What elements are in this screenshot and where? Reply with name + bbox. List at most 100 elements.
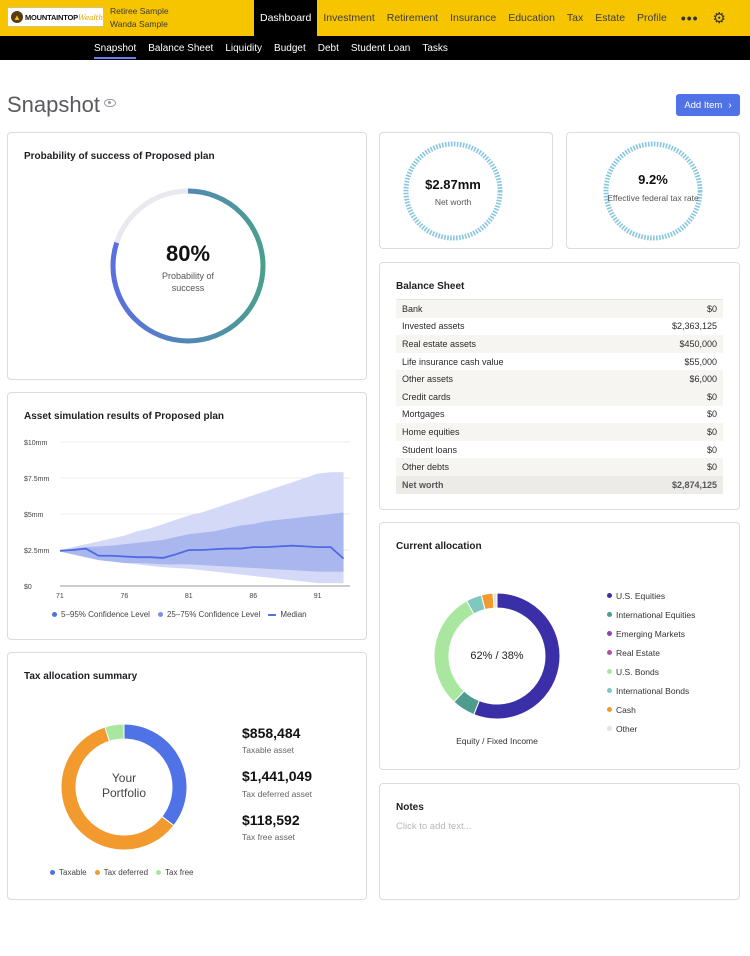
legend-line-icon [268, 613, 277, 616]
brand-logo[interactable]: ▲ MOUNTAINTOPWealth [7, 7, 104, 27]
table-row: Real estate assets $450,000 [396, 335, 723, 353]
legend-item[interactable]: Other [607, 719, 695, 738]
tax-rate-value: 9.2% [638, 172, 668, 187]
table-row: Bank $0 [396, 300, 723, 318]
chevron-right-icon: › [728, 99, 732, 111]
nav-insurance[interactable]: Insurance [450, 12, 497, 24]
y-tick-label: $0 [24, 584, 32, 591]
allocation-center-label: 62% / 38% [470, 650, 524, 662]
simulation-chart: $0 $2.5mm $5mm $7.5mm $10mm 71 76 81 86 91 [24, 440, 350, 600]
notes-title: Notes [396, 802, 424, 813]
y-tick-label: $2.5mm [24, 548, 49, 555]
legend-item[interactable]: Tax free [156, 868, 194, 877]
legend-item[interactable]: U.S. Bonds [607, 662, 695, 681]
table-row: Other assets $6,000 [396, 370, 723, 388]
legend-item[interactable]: 25–75% Confidence Level [157, 610, 260, 619]
subnav-debt[interactable]: Debt [317, 42, 339, 54]
legend-item[interactable]: 5–95% Confidence Level [52, 610, 150, 619]
legend-dot-icon [607, 669, 612, 674]
add-item-button[interactable]: Add Item › [676, 94, 740, 116]
median-line [59, 544, 345, 560]
legend-item[interactable]: Emerging Markets [607, 624, 695, 643]
notes-card: Notes Click to add text... [379, 783, 740, 900]
table-row: Other debts $0 [396, 458, 723, 476]
simulation-card: Asset simulation results of Proposed pla… [7, 392, 367, 640]
probability-ring [110, 188, 266, 344]
tax-deferred-value: $1,441,049 [242, 768, 313, 784]
x-tick-label: 76 [120, 593, 128, 600]
x-tick-label: 71 [56, 593, 64, 600]
balance-sheet-divider-top [396, 299, 723, 300]
subnav-tasks[interactable]: Tasks [422, 42, 448, 54]
balance-sheet-card: Balance Sheet Bank $0 Invested assets $2,3… [379, 262, 740, 510]
nav-retirement[interactable]: Retirement [386, 12, 439, 24]
subnav-snapshot[interactable]: Snapshot [88, 36, 142, 60]
more-options-icon[interactable]: ••• [680, 10, 699, 26]
net-worth-ring [403, 141, 503, 241]
sub-nav: Snapshot Balance Sheet Liquidity Budget … [88, 36, 454, 60]
tax-deferred-label: Tax deferred asset [242, 789, 312, 799]
brand-accent: Wealth [77, 12, 103, 22]
legend-item[interactable]: International Bonds [607, 681, 695, 700]
balance-sheet-title: Balance Sheet [396, 281, 465, 292]
table-row: Home equities $0 [396, 423, 723, 441]
tax-center-line2: Portfolio [101, 786, 147, 800]
subnav-liquidity[interactable]: Liquidity [225, 42, 263, 54]
client-names[interactable]: Retiree Sample Wanda Sample [110, 5, 169, 31]
net-worth-total-row: Net worth $2,874,125 [396, 476, 723, 494]
legend-item[interactable]: Real Estate [607, 643, 695, 662]
nav-profile[interactable]: Profile [637, 12, 667, 24]
nav-education[interactable]: Education [508, 12, 555, 24]
tax-allocation-donut [60, 723, 188, 851]
tax-slice[interactable] [104, 723, 125, 742]
nav-dashboard[interactable]: Dashboard [254, 0, 318, 36]
main-nav: Dashboard Investment Retirement Insuranc… [254, 0, 732, 36]
allocation-donut [433, 592, 561, 720]
net-worth-label: Net worth [434, 197, 472, 207]
probability-title: Probability of success of Proposed plan [24, 151, 215, 162]
tax-allocation-card: Tax allocation summary Your Portfolio $8… [7, 652, 367, 900]
subnav-balance-sheet[interactable]: Balance Sheet [148, 42, 214, 54]
mountain-logo-icon: ▲ [11, 11, 23, 23]
legend-item[interactable]: Cash [607, 700, 695, 719]
legend-dot-icon [607, 726, 612, 731]
table-row: Invested assets $2,363,125 [402, 321, 717, 332]
client-secondary: Wanda Sample [110, 19, 168, 29]
table-row: Student loans $0 [402, 444, 717, 455]
tax-free-value: $118,592 [242, 812, 300, 828]
nav-investment[interactable]: Investment [323, 12, 375, 24]
legend-dot-icon [52, 612, 57, 617]
eye-visibility-icon[interactable] [104, 99, 116, 107]
legend-dot-icon [607, 688, 612, 693]
legend-dot-icon [607, 612, 612, 617]
allocation-card: Current allocation 62% / 38% Equity / Fi… [379, 522, 740, 770]
subnav-student-loan[interactable]: Student Loan [350, 42, 411, 54]
tax-rate-label: Effective federal tax rate [607, 193, 699, 203]
legend-item[interactable]: U.S. Equities [607, 586, 695, 605]
nav-tax[interactable]: Tax [566, 12, 584, 24]
probability-caption: Probability of success [161, 271, 215, 293]
legend-item[interactable]: Taxable [50, 868, 87, 877]
legend-item[interactable]: Median [268, 610, 307, 619]
nav-estate[interactable]: Estate [595, 12, 626, 24]
tax-rate-ring-stroke [603, 141, 703, 241]
tax-center-line1: Your [111, 771, 137, 785]
x-tick-label: 86 [249, 593, 257, 600]
y-tick-label: $10mm [24, 440, 48, 447]
legend-dot-icon [607, 593, 612, 598]
subnav-budget[interactable]: Budget [274, 42, 306, 54]
legend-item[interactable]: International Equities [607, 605, 695, 624]
allocation-slice[interactable] [492, 592, 498, 609]
legend-dot-icon [157, 612, 163, 617]
legend-dot-icon [607, 650, 612, 655]
taxable-value: $858,484 [242, 725, 301, 741]
settings-gear-icon[interactable]: ⚙ [712, 10, 726, 27]
sub-navigation-bar: Snapshot Balance Sheet Liquidity Budget … [0, 36, 750, 60]
allocation-caption: Equity / Fixed Income [456, 736, 538, 746]
brand-name: MOUNTAINTOP [25, 12, 78, 22]
legend-item[interactable]: Tax deferred [94, 868, 148, 877]
legend-dot-icon [607, 707, 612, 712]
table-row: Credit cards $0 [396, 388, 723, 406]
notes-input[interactable]: Click to add text... [396, 821, 472, 832]
table-row: Mortgages $0 [402, 409, 717, 420]
